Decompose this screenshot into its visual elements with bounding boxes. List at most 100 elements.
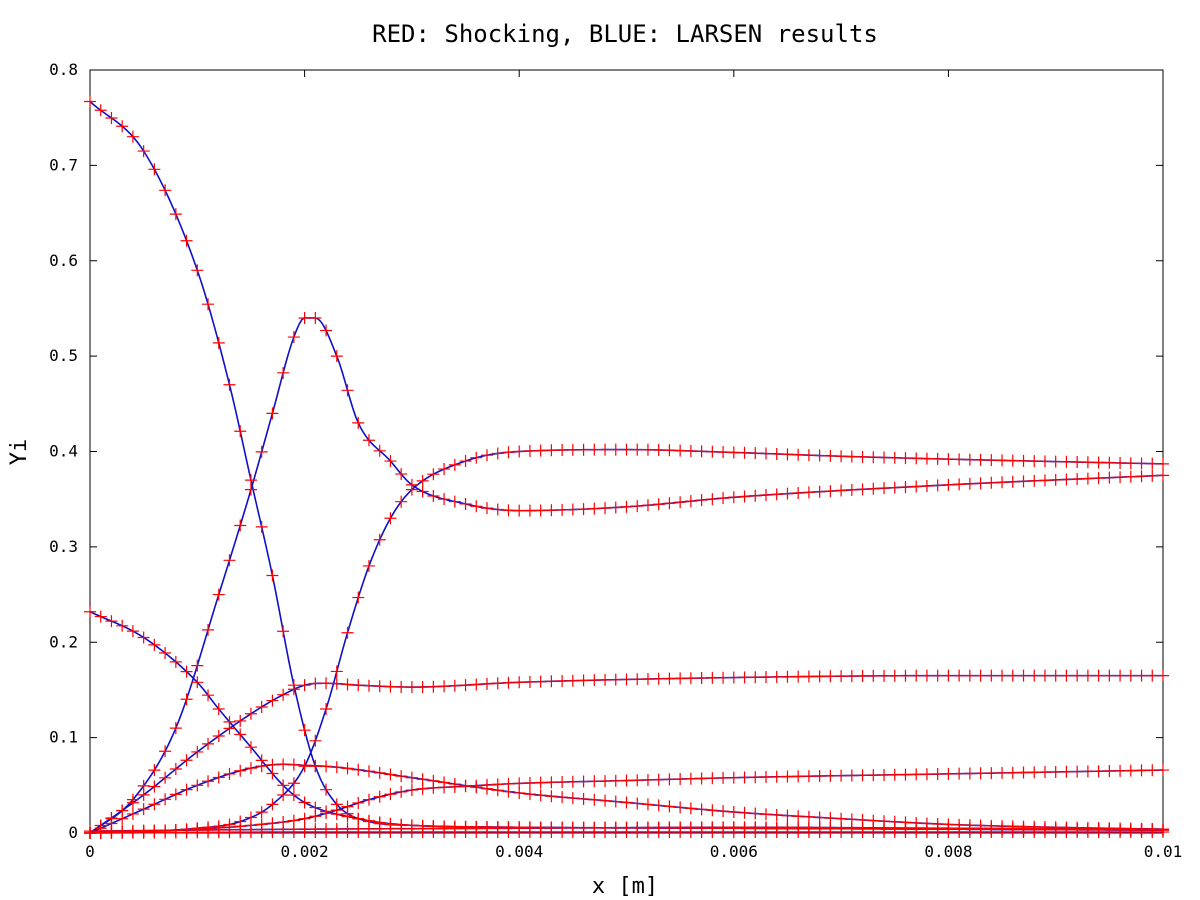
data-point-marker xyxy=(1017,766,1030,779)
data-point-marker xyxy=(942,767,955,780)
data-point-marker xyxy=(427,826,440,839)
data-point-marker xyxy=(84,605,96,618)
data-point-marker xyxy=(491,826,504,839)
data-point-marker xyxy=(341,762,354,775)
data-point-marker xyxy=(620,500,633,513)
data-point-marker xyxy=(309,677,322,690)
data-point-marker xyxy=(556,826,569,839)
data-point-marker xyxy=(1114,826,1127,839)
data-point-marker xyxy=(395,495,408,508)
data-point-marker xyxy=(738,771,751,784)
data-point-marker xyxy=(996,476,1009,489)
data-point-marker xyxy=(438,463,451,476)
data-point-marker xyxy=(277,758,290,771)
y-tick-label: 0.8 xyxy=(49,60,78,79)
data-point-marker xyxy=(1071,456,1084,469)
data-point-marker xyxy=(1114,471,1127,484)
data-point-marker xyxy=(1081,765,1094,778)
data-point-marker xyxy=(577,674,590,687)
data-point-marker xyxy=(1157,669,1169,682)
data-point-marker xyxy=(287,758,300,771)
data-point-marker xyxy=(770,770,783,783)
data-point-marker xyxy=(620,673,633,686)
data-point-marker xyxy=(287,777,300,790)
data-point-marker xyxy=(749,826,762,839)
x-axis-label: x [m] xyxy=(592,874,658,899)
data-point-marker xyxy=(373,533,386,546)
data-point-marker xyxy=(953,669,966,682)
data-point-marker xyxy=(577,443,590,456)
data-point-marker xyxy=(298,812,311,825)
data-point-marker xyxy=(159,793,172,806)
data-point-marker xyxy=(599,443,612,456)
data-point-marker xyxy=(534,504,547,517)
data-point-marker xyxy=(1038,766,1051,779)
data-point-marker xyxy=(1146,826,1159,839)
y-tick-label: 0 xyxy=(68,823,78,842)
data-point-marker xyxy=(523,826,536,839)
data-point-marker xyxy=(1081,826,1094,839)
data-point-marker xyxy=(298,796,311,809)
data-point-marker xyxy=(706,826,719,839)
data-point-marker xyxy=(652,826,665,839)
series-markers xyxy=(84,95,1169,839)
data-point-marker xyxy=(352,591,365,604)
data-point-marker xyxy=(84,95,96,108)
data-point-marker xyxy=(1135,669,1148,682)
data-point-marker xyxy=(556,791,569,804)
data-point-marker xyxy=(717,805,730,818)
data-point-marker xyxy=(309,311,322,324)
data-point-marker xyxy=(738,806,751,819)
data-point-marker xyxy=(212,703,225,716)
data-point-marker xyxy=(373,444,386,457)
data-point-marker xyxy=(438,493,451,506)
data-point-marker xyxy=(835,826,848,839)
series-markers-1 xyxy=(84,95,1169,837)
data-point-marker xyxy=(749,771,762,784)
data-point-marker xyxy=(277,366,290,379)
data-point-marker xyxy=(631,673,644,686)
data-point-marker xyxy=(663,497,676,510)
data-point-marker xyxy=(320,677,333,690)
data-point-marker xyxy=(985,767,998,780)
data-point-marker xyxy=(448,458,461,471)
data-point-marker xyxy=(695,445,708,458)
data-point-marker xyxy=(352,826,365,839)
data-point-marker xyxy=(1038,474,1051,487)
data-point-marker xyxy=(277,625,290,638)
data-point-marker xyxy=(878,669,891,682)
data-point-marker xyxy=(674,496,687,509)
data-point-marker xyxy=(309,810,322,823)
data-point-marker xyxy=(384,680,397,693)
data-point-marker xyxy=(169,788,182,801)
data-point-marker xyxy=(244,483,257,496)
data-point-marker xyxy=(953,453,966,466)
data-point-marker xyxy=(566,775,579,788)
data-point-marker xyxy=(1049,669,1062,682)
data-point-marker xyxy=(942,669,955,682)
data-point-marker xyxy=(1006,669,1019,682)
y-tick-label: 0.3 xyxy=(49,537,78,556)
data-point-marker xyxy=(513,777,526,790)
data-point-marker xyxy=(148,638,161,651)
data-point-marker xyxy=(212,588,225,601)
data-point-marker xyxy=(566,826,579,839)
data-point-marker xyxy=(813,485,826,498)
data-point-marker xyxy=(781,487,794,500)
data-point-marker xyxy=(1081,456,1094,469)
data-point-marker xyxy=(180,234,193,247)
data-point-marker xyxy=(835,450,848,463)
data-point-marker xyxy=(438,781,451,794)
data-point-marker xyxy=(641,443,654,456)
data-point-marker xyxy=(277,826,290,839)
data-point-marker xyxy=(223,554,236,567)
data-point-marker xyxy=(920,479,933,492)
data-point-marker xyxy=(298,724,311,737)
series-line-4 xyxy=(89,674,1163,834)
data-point-marker xyxy=(1114,456,1127,469)
data-point-marker xyxy=(223,715,236,728)
data-point-marker xyxy=(491,778,504,791)
data-point-marker xyxy=(749,447,762,460)
data-point-marker xyxy=(695,672,708,685)
data-point-marker xyxy=(523,788,536,801)
